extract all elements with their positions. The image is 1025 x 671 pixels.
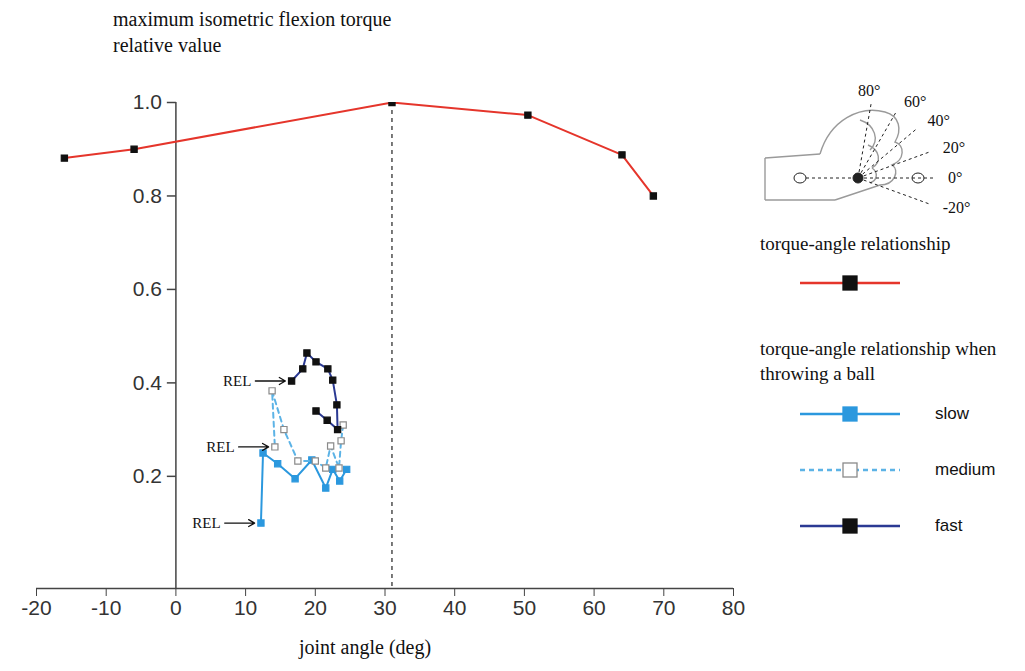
svg-text:30: 30 <box>373 596 396 619</box>
html-text:medium: medium <box>935 460 996 479</box>
html-text:slow: slow <box>935 404 969 423</box>
svg-text:80: 80 <box>722 596 745 619</box>
svg-text:10: 10 <box>234 596 257 619</box>
svg-text:0.4: 0.4 <box>133 371 163 394</box>
svg-text:70: 70 <box>652 596 675 619</box>
svg-text:-10: -10 <box>91 596 121 619</box>
html-text:torque-angle relationship when: torque-angle relationship when throwing … <box>760 338 997 384</box>
html-text:fast: fast <box>935 516 963 535</box>
svg-text:50: 50 <box>513 596 536 619</box>
svg-text:20°: 20° <box>943 139 965 156</box>
svg-text:REL: REL <box>206 439 234 455</box>
svg-text:60°: 60° <box>904 93 926 110</box>
svg-text:-20: -20 <box>21 596 51 619</box>
html-text:torque-angle relationship: torque-angle relationship <box>760 233 951 254</box>
svg-text:-20°: -20° <box>943 199 971 216</box>
svg-text:40°: 40° <box>927 112 949 129</box>
svg-text:0: 0 <box>170 596 182 619</box>
svg-text:REL: REL <box>223 373 251 389</box>
svg-text:0.6: 0.6 <box>133 277 162 300</box>
svg-text:0.8: 0.8 <box>133 184 162 207</box>
svg-text:40: 40 <box>443 596 466 619</box>
svg-text:0.2: 0.2 <box>133 464 162 487</box>
html-text:joint angle (deg): joint angle (deg) <box>298 636 432 658</box>
svg-text:60: 60 <box>582 596 605 619</box>
html-text:maximum isometric flexion torq: maximum isometric flexion torque relativ… <box>113 8 392 56</box>
svg-text:0°: 0° <box>948 169 962 186</box>
svg-text:80°: 80° <box>858 82 880 99</box>
svg-text:20: 20 <box>304 596 327 619</box>
svg-text:REL: REL <box>192 515 220 531</box>
svg-text:1.0: 1.0 <box>133 90 162 113</box>
